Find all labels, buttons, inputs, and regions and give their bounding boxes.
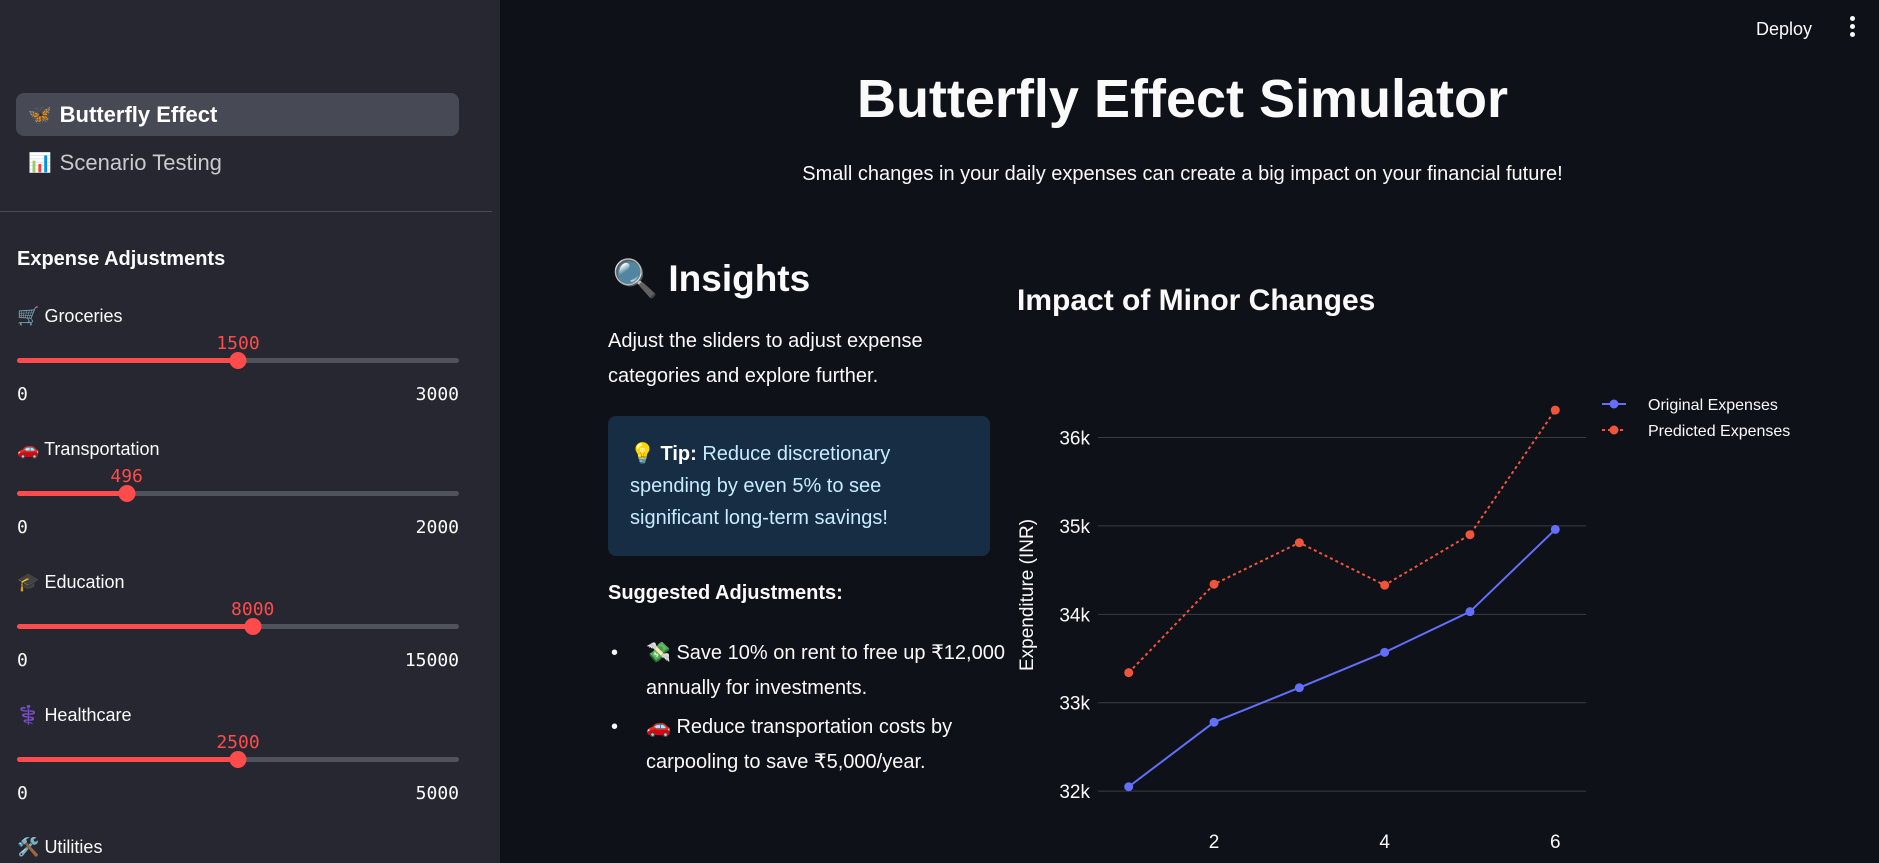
bar-chart-icon: 📊 [28,152,52,174]
slider-thumb[interactable] [244,618,262,635]
legend-label: Predicted Expenses [1648,423,1790,440]
slider-value: 8000 [231,599,275,620]
y-tick-label: 34k [1059,605,1090,626]
deploy-button[interactable]: Deploy [1756,19,1813,39]
y-tick-label: 33k [1059,694,1090,715]
nav-label: Scenario Testing [59,149,222,175]
money-icon: 💸 [646,642,671,664]
x-tick-label: 2 [1209,832,1220,853]
insights-text: Adjust the sliders to adjust expense cat… [608,330,923,387]
slider-track[interactable] [17,618,459,635]
cart-icon: 🛒 [17,306,40,326]
data-point [1124,668,1134,678]
nav-item-butterfly-effect[interactable]: 🦋 Butterfly Effect [16,93,459,136]
legend-marker [1609,399,1619,409]
data-point [1380,647,1390,657]
graduation-cap-icon: 🎓 [17,572,40,592]
slider-fill [17,757,238,762]
more-vertical-icon[interactable] [1846,16,1858,42]
insights-heading: 🔍 Insights [612,258,811,299]
slider-min: 0 [17,517,28,538]
slider-value: 2500 [216,732,260,753]
tip-label: Tip: [660,443,697,465]
lightbulb-icon: 💡 [630,443,655,465]
chart-title: Impact of Minor Changes [1017,284,1376,317]
data-point [1209,579,1219,589]
slider-max: 3000 [415,384,459,405]
data-point [1294,538,1304,548]
x-tick-label: 4 [1379,832,1390,853]
data-point [1465,607,1475,617]
slider-value: 1500 [216,333,260,354]
nav-item-scenario-testing[interactable]: 📊 Scenario Testing [16,141,459,184]
slider-fill [17,491,127,496]
expense-line-chart: 32k 33k 34k 35k 36k 2 4 6 Expenditure (INR) Origi… [1017,397,1790,853]
slider-fill [17,624,253,629]
slider-track[interactable] [17,352,459,369]
slider-max: 15000 [404,650,459,671]
slider-thumb[interactable] [118,485,136,502]
y-tick-label: 35k [1059,517,1090,538]
data-point [1124,782,1134,792]
suggestions-list: 💸 Save 10% on rent to free up ₹12,000 an… [608,636,1008,784]
data-point [1380,580,1390,590]
slider-thumb[interactable] [229,352,247,369]
sidebar-divider [0,211,492,212]
slider-track[interactable] [17,485,459,502]
legend-marker [1609,425,1619,435]
slider-value: 496 [110,466,143,487]
slider-label: 🎓 Education [17,572,125,592]
data-point [1209,717,1219,727]
page-title: Butterfly Effect Simulator [856,69,1509,129]
slider-min: 0 [17,384,28,405]
list-item: 💸 Save 10% on rent to free up ₹12,000 an… [608,636,1008,706]
slider-label: 🛒 Groceries [17,306,123,326]
y-tick-label: 36k [1059,428,1090,449]
expense-adjustments-title: Expense Adjustments [17,248,226,270]
tip-box: 💡 Tip: Reduce discretionary spending by … [608,416,990,556]
data-point [1550,524,1560,534]
y-axis-label: Expenditure (INR) [1017,519,1038,671]
slider-thumb[interactable] [229,751,247,768]
car-icon: 🚗 [17,439,40,459]
series-line-original [1128,528,1556,788]
suggested-adjustments-title: Suggested Adjustments: [608,582,843,604]
butterfly-icon: 🦋 [28,104,52,126]
y-tick-label: 32k [1059,782,1090,803]
magnifier-icon: 🔍 [612,258,659,299]
legend-label: Original Expenses [1648,397,1778,414]
nav-label: Butterfly Effect [59,101,218,127]
slider-max: 5000 [415,783,459,804]
slider-label: 🛠️ Utilities [17,837,103,857]
slider-label: ⚕️ Healthcare [17,705,132,725]
slider-min: 0 [17,783,28,804]
series-line-predicted [1127,409,1557,674]
data-point [1465,530,1475,540]
tools-icon: 🛠️ [17,837,40,857]
list-item: 🚗 Reduce transportation costs by carpool… [608,710,1008,780]
sidebar-nav: 🦋 Butterfly Effect 📊 Scenario Testing [16,93,459,189]
data-point [1294,683,1304,693]
car-icon: 🚗 [646,716,671,738]
slider-fill [17,358,238,363]
medical-icon: ⚕️ [17,705,40,725]
x-tick-label: 6 [1550,832,1561,853]
tip-text: Reduce discretionary spending by even 5%… [630,443,891,529]
slider-max: 2000 [415,517,459,538]
slider-label: 🚗 Transportation [17,439,160,459]
slider-min: 0 [17,650,28,671]
slider-track[interactable] [17,751,459,768]
page-subtitle: Small changes in your daily expenses can… [802,163,1563,185]
sidebar: 🦋 Butterfly Effect 📊 Scenario Testing Ex… [0,0,500,863]
data-point [1550,405,1560,415]
